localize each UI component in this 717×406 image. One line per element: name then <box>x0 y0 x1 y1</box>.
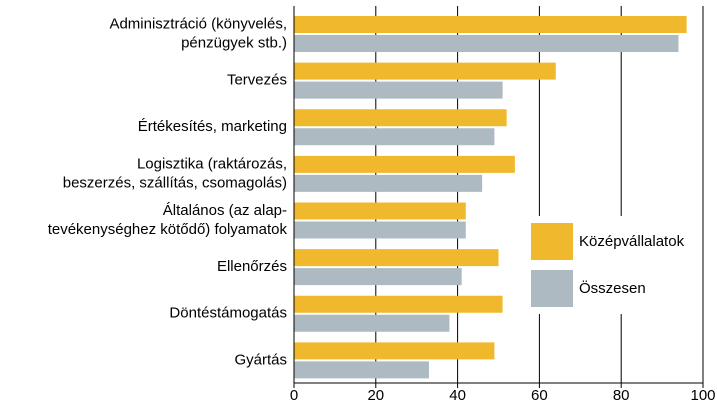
bar <box>294 342 495 360</box>
x-tick-label: 0 <box>290 387 298 404</box>
y-tick-label: beszerzés, szállítás, csomagolás) <box>63 174 287 191</box>
bar <box>294 62 556 80</box>
bar <box>294 174 483 192</box>
x-tick-label: 100 <box>690 387 715 404</box>
x-tick-label: 60 <box>531 387 548 404</box>
bar <box>294 221 466 239</box>
bar <box>294 35 679 52</box>
legend-swatch <box>531 270 573 307</box>
x-tick-label: 80 <box>613 387 630 404</box>
x-tick-label: 40 <box>449 387 466 404</box>
bar <box>294 249 499 267</box>
bar <box>294 81 503 99</box>
y-tick-label: Tervezés <box>227 72 287 89</box>
bar <box>294 314 450 332</box>
bar <box>294 295 503 313</box>
bar <box>294 361 429 379</box>
y-tick-label: Értékesítés, marketing <box>138 118 287 135</box>
legend-label: Középvállalatok <box>579 233 685 250</box>
y-tick-label: pénzügyek stb.) <box>181 34 287 51</box>
y-tick-label: Ellenőrzés <box>217 258 287 275</box>
bar <box>294 268 462 286</box>
bar <box>294 155 515 173</box>
x-tick-label: 20 <box>367 387 384 404</box>
legend-swatch <box>531 223 573 260</box>
bar <box>294 202 466 220</box>
y-tick-label: Adminisztráció (könyvelés, <box>109 15 287 32</box>
y-tick-label: tevékenységhez kötődő) folyamatok <box>48 221 288 238</box>
y-tick-label: Döntéstámogatás <box>169 305 287 322</box>
y-tick-label: Gyártás <box>234 351 287 368</box>
bar <box>294 128 495 146</box>
y-tick-label: Logisztika (raktározás, <box>137 155 287 172</box>
y-tick-label: Általános (az alap- <box>163 202 287 219</box>
bar <box>294 16 687 33</box>
legend-label: Összesen <box>579 279 646 297</box>
bar <box>294 109 507 127</box>
